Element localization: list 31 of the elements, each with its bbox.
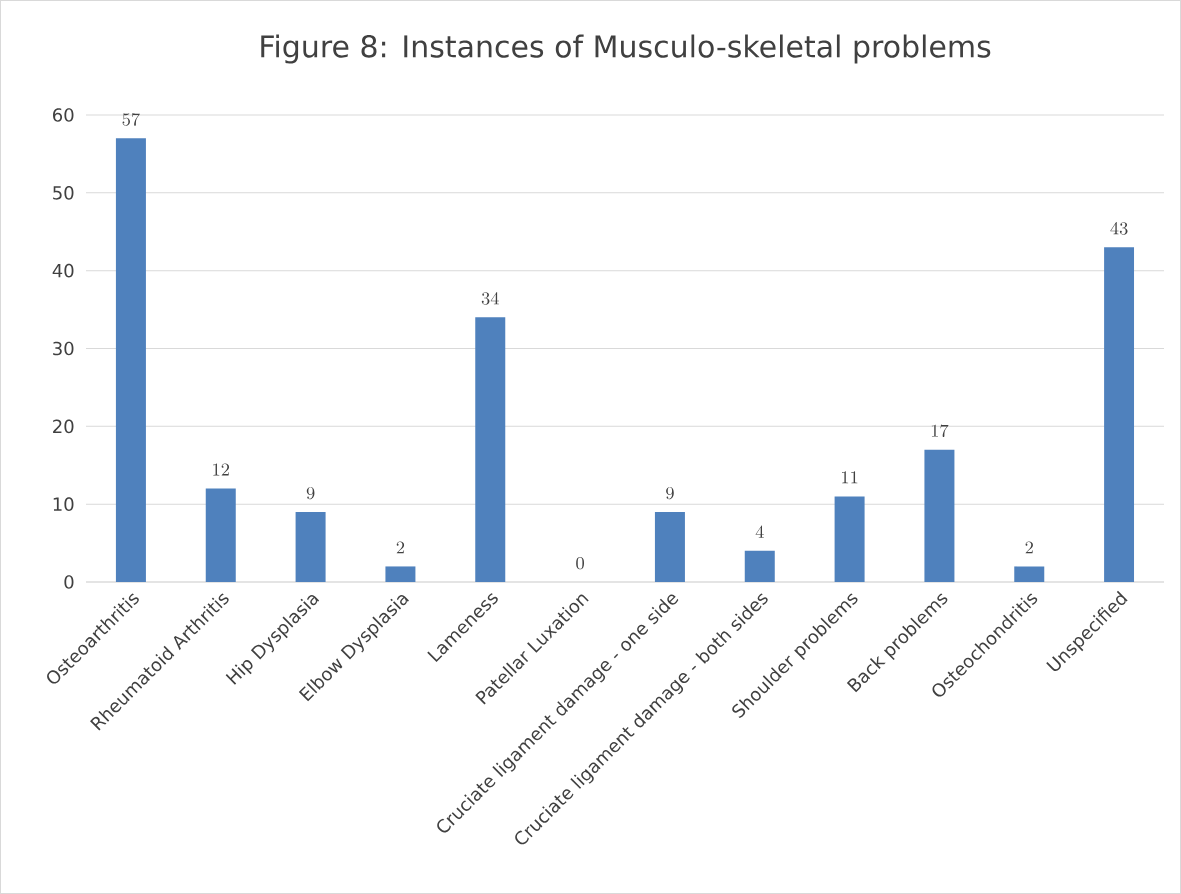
data-label: 4 <box>755 525 764 538</box>
data-label: 17 <box>931 424 949 438</box>
bar <box>205 488 236 582</box>
y-tick-label: 10 <box>53 497 74 511</box>
bar <box>654 511 685 582</box>
bar <box>115 138 146 582</box>
y-tick-label: 50 <box>53 186 74 200</box>
data-label: 9 <box>306 486 315 500</box>
y-tick-label: 0 <box>64 575 74 589</box>
data-label: 2 <box>1025 541 1033 554</box>
data-label: 34 <box>481 292 499 305</box>
data-label: 0 <box>576 556 584 570</box>
bar <box>1014 566 1045 582</box>
chart-title: Figure 8: Instances of Musculo-skeletal problems <box>261 34 991 64</box>
y-tick-label: 20 <box>53 419 74 434</box>
y-tick-label: 60 <box>53 108 74 122</box>
bar <box>295 511 326 582</box>
y-tick-label: 40 <box>52 263 74 278</box>
data-label: 2 <box>396 541 405 554</box>
data-label: 11 <box>842 471 858 484</box>
bar <box>385 566 416 582</box>
bar <box>834 496 865 582</box>
bar <box>475 317 506 582</box>
bar <box>924 449 955 582</box>
data-label: 43 <box>1110 222 1128 235</box>
data-label: 12 <box>213 463 230 476</box>
bar <box>1104 247 1135 582</box>
bar <box>744 550 775 582</box>
data-label: 9 <box>666 486 674 500</box>
y-tick-label: 30 <box>53 341 74 356</box>
data-label: 57 <box>122 113 140 126</box>
